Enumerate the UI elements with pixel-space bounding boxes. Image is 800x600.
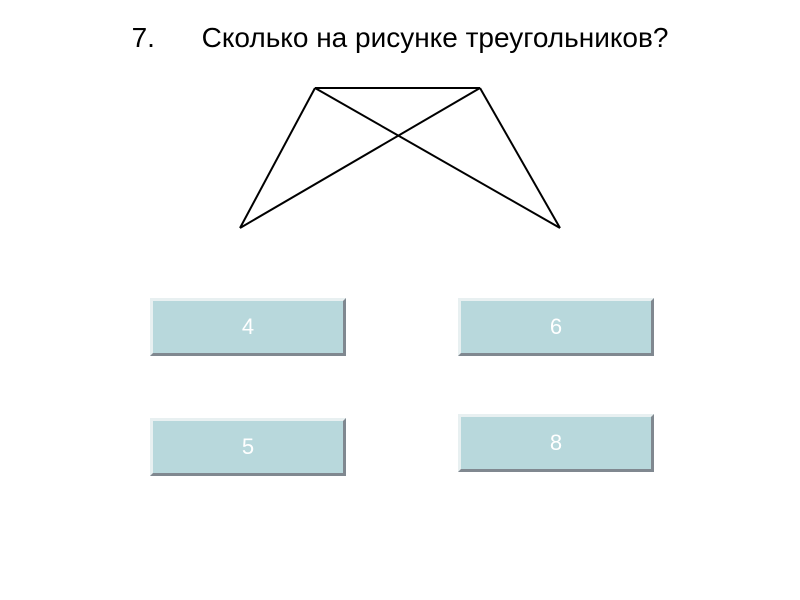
- answer-label: 6: [550, 314, 562, 340]
- question-title: 7. Сколько на рисунке треугольников?: [0, 22, 800, 54]
- triangle-figure: [230, 80, 570, 240]
- answer-option-6[interactable]: 6: [458, 298, 654, 356]
- geometric-diagram-svg: [230, 80, 570, 240]
- diagonal-1: [315, 88, 560, 228]
- answer-option-8[interactable]: 8: [458, 414, 654, 472]
- question-text: Сколько на рисунке треугольников?: [202, 22, 669, 53]
- diagonal-2: [240, 88, 480, 228]
- answer-label: 4: [242, 314, 254, 340]
- answer-label: 8: [550, 430, 562, 456]
- answer-label: 5: [242, 434, 254, 460]
- answer-option-4[interactable]: 4: [150, 298, 346, 356]
- question-number: 7.: [132, 22, 155, 53]
- edge-right: [480, 88, 560, 228]
- answer-option-5[interactable]: 5: [150, 418, 346, 476]
